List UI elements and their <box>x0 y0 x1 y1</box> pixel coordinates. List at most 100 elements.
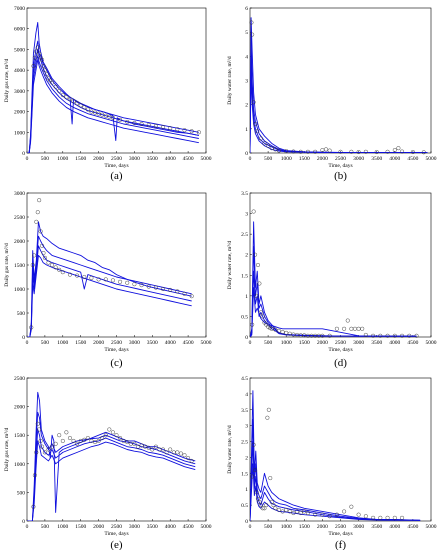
chart-a-observed-point <box>96 111 101 116</box>
chart-c-x-axis-label: Time, days <box>104 347 128 353</box>
chart-c-y-tick-label: 3000 <box>14 191 25 197</box>
chart-e-observed-point <box>139 443 144 448</box>
chart-f-observed-points <box>250 407 405 520</box>
chart-c-observed-point <box>37 198 42 203</box>
chart-e-observed-point <box>92 440 98 445</box>
chart-e-observed-point <box>121 438 126 443</box>
chart-a-observed-point <box>35 45 40 50</box>
chart-f-observed-point <box>378 515 383 520</box>
chart-a-observed-point <box>50 80 55 85</box>
chart-b-observed-point <box>249 20 254 25</box>
chart-d-y-tick-label: 2.5 <box>241 232 248 238</box>
chart-a-series-line-3 <box>27 48 199 153</box>
chart-b-x-tick-label: 3000 <box>353 156 364 162</box>
chart-f-x-tick-label: 5000 <box>426 524 437 530</box>
chart-a-observed-point <box>110 115 115 120</box>
chart-f-y-tick-label: 3 <box>245 424 248 430</box>
chart-d-observed-point <box>342 326 347 331</box>
chart-c-observed-points <box>29 198 194 330</box>
chart-a-observed-point <box>75 101 80 106</box>
chart-d-x-tick-label: 3000 <box>353 340 364 346</box>
chart-c-y-tick-label: 2500 <box>14 215 25 221</box>
chart-e-observed-point <box>100 436 105 441</box>
chart-b-observed-point <box>410 150 415 155</box>
chart-a-observed-point <box>132 120 137 125</box>
chart-e-x-tick-label: 1000 <box>57 524 68 530</box>
chart-d-x-tick-label: 5000 <box>426 340 437 346</box>
chart-c-y-tick-label: 0 <box>22 335 25 341</box>
chart-d-observed-point <box>327 333 332 338</box>
chart-b-series-group <box>250 17 428 153</box>
chart-d-y-tick-label: 3 <box>245 212 248 218</box>
chart-c-series-line-4 <box>27 254 192 337</box>
chart-b-observed-point <box>291 149 296 154</box>
chart-c-x-tick-label: 4000 <box>165 340 176 346</box>
chart-e-observed-point <box>75 441 80 446</box>
chart-d-y-tick-label: 3.5 <box>241 191 248 197</box>
chart-c-observed-point <box>57 267 62 272</box>
chart-d-observed-point <box>251 209 256 214</box>
chart-f-observed-point <box>264 503 269 508</box>
chart-a-x-tick-label: 1500 <box>75 156 86 162</box>
chart-e-x-tick-label: 4500 <box>183 524 194 530</box>
chart-b-caption: (b) <box>334 170 347 182</box>
chart-a-observed-point <box>92 110 98 115</box>
chart-d-observed-point <box>363 332 368 337</box>
chart-a-observed-point <box>139 121 144 127</box>
chart-f-observed-point <box>349 504 354 509</box>
chart-d-x-tick-label: 0 <box>249 340 252 346</box>
chart-e-observed-point <box>42 450 47 455</box>
chart-b-x-tick-label: 1500 <box>299 156 310 162</box>
chart-c-observed-point <box>168 287 173 292</box>
chart-d-y-tick-label: 0 <box>245 335 248 341</box>
chart-f-observed-point <box>271 503 276 508</box>
chart-d-observed-point <box>356 326 361 331</box>
chart-a-observed-point <box>196 130 201 135</box>
chart-d-x-tick-label: 3500 <box>371 340 382 346</box>
chart-a-y-tick-label: 2000 <box>14 110 25 116</box>
chart-b-y-axis-label: Daily water rate, m³/d <box>227 56 233 105</box>
chart-f-observed-point <box>313 512 318 517</box>
chart-c-x-tick-label: 2000 <box>93 340 104 346</box>
chart-b-observed-point <box>284 149 289 154</box>
chart-a-x-tick-label: 0 <box>26 156 29 162</box>
chart-a-y-tick-label: 4000 <box>14 68 25 74</box>
chart-a-observed-point <box>57 88 62 93</box>
chart-c-y-tick-label: 500 <box>17 311 26 317</box>
chart-d-observed-point <box>250 322 255 327</box>
chart-c-observed-point <box>139 283 144 288</box>
chart-a-observed-point <box>60 92 65 98</box>
chart-f-x-tick-label: 4000 <box>389 524 400 530</box>
chart-e-observed-point <box>67 436 72 441</box>
chart-e-observed-point <box>135 444 141 449</box>
chart-d-observed-point <box>254 293 259 298</box>
chart-a-x-tick-label: 4500 <box>183 156 194 162</box>
chart-f-y-tick-label: 2.5 <box>241 440 248 446</box>
chart-b-observed-point <box>400 149 405 154</box>
chart-f-observed-point <box>356 512 361 517</box>
chart-d-observed-point <box>253 252 258 257</box>
chart-f-series-line-4 <box>250 463 421 521</box>
chart-e-observed-point <box>50 444 55 449</box>
chart-c-observed-point <box>182 291 187 296</box>
chart-c-observed-point <box>38 229 43 234</box>
chart-f-observed-point <box>302 509 307 514</box>
chart-a-observed-point <box>175 127 180 132</box>
chart-e-observed-point <box>78 438 83 443</box>
chart-a-observed-point <box>82 105 87 110</box>
chart-e-observed-point <box>89 438 94 443</box>
chart-a-y-tick-label: 3000 <box>14 89 25 95</box>
chart-c-observed-point <box>175 289 180 294</box>
chart-b-x-tick-label: 2000 <box>317 156 328 162</box>
chart-c-x-tick-label: 0 <box>26 340 29 346</box>
chart-d-observed-point <box>260 314 265 319</box>
chart-f-x-tick-label: 2000 <box>317 524 328 530</box>
chart-f-observed-point <box>284 507 289 512</box>
chart-d-observed-point <box>360 326 365 331</box>
chart-b-observed-point <box>363 149 368 154</box>
chart-d-series-line-4 <box>250 287 417 337</box>
chart-f-observed-point <box>385 515 390 520</box>
chart-c-y-tick-label: 2000 <box>14 239 25 245</box>
chart-e-observed-points <box>31 421 194 509</box>
chart-b-x-tick-label: 1000 <box>281 156 292 162</box>
